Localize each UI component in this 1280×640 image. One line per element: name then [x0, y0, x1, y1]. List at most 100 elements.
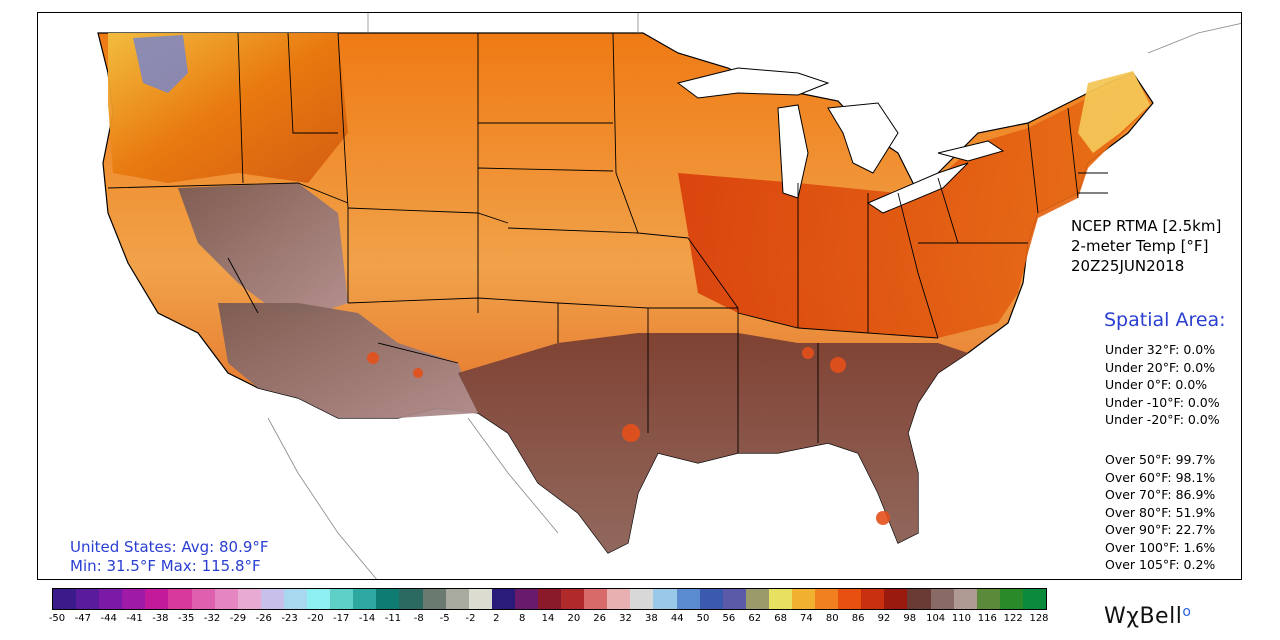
colorbar-tick-label: -23 — [281, 613, 298, 624]
stat-under-20: Under 20°F: 0.0% — [1105, 359, 1216, 375]
colorbar-segment — [792, 589, 816, 609]
colorbar-segment — [99, 589, 123, 609]
colorbar-segment — [260, 589, 284, 609]
colorbar-segment — [722, 589, 746, 609]
colorbar-segment — [168, 589, 192, 609]
state-borders — [107, 32, 1108, 453]
colorbar-tick-label: 92 — [877, 613, 891, 624]
colorbar-tick-label: 104 — [926, 613, 946, 624]
colorbar-tick-label: 32 — [619, 613, 632, 624]
map-canvas — [38, 13, 1241, 579]
colorbar-tick-label: 122 — [1003, 613, 1023, 624]
colorbar-tick-label: 110 — [951, 613, 972, 624]
stat-over-90: Over 90°F: 22.7% — [1105, 522, 1216, 537]
variable-label: 2-meter Temp [°F] — [1071, 237, 1209, 255]
brand-mark-icon: o — [1182, 604, 1192, 620]
region-south — [458, 333, 968, 553]
colorbar-segment — [53, 589, 77, 609]
colorbar-segment — [353, 589, 377, 609]
colorbar-segment — [422, 589, 446, 609]
stat-over-70: Over 70°F: 86.9% — [1105, 487, 1216, 502]
colorbar-segment — [930, 589, 954, 609]
stat-under-minus-20: Under -20°F: 0.0% — [1105, 412, 1220, 427]
colorbar-segment — [653, 589, 677, 609]
region-great-basin — [178, 183, 348, 313]
colorbar-tick-label: -41 — [126, 613, 143, 624]
colorbar-segment — [953, 589, 977, 609]
us-min-max-line: Min: 31.5°F Max: 115.8°F — [70, 557, 261, 575]
colorbar-tick-label: -50 — [48, 613, 66, 624]
colorbar-tick-label: 128 — [1029, 613, 1049, 624]
lake-huron — [827, 102, 899, 174]
colorbar-segment — [330, 589, 354, 609]
colorbar-segment — [399, 589, 423, 609]
colorbar-tick-label: 44 — [670, 613, 684, 624]
colorbar-segment — [491, 589, 515, 609]
colorbar-tick-label: -26 — [255, 613, 272, 624]
colorbar-segment — [745, 589, 769, 609]
region-new-england — [1078, 71, 1150, 153]
colorbar-tick-label: 50 — [696, 613, 710, 624]
colorbar-segment — [838, 589, 862, 609]
colorbar-tick-label: 68 — [774, 613, 787, 624]
colorbar-segment — [907, 589, 931, 609]
colorbar-segment — [1022, 589, 1047, 609]
model-label: NCEP RTMA [2.5km] — [1071, 217, 1222, 235]
colorbar-segment — [884, 589, 908, 609]
colorbar-tick-label: -38 — [152, 613, 169, 624]
temperature-colorbar — [52, 588, 1047, 610]
brand-logo: WχBello — [1104, 604, 1191, 629]
colorbar-tick-label: 86 — [851, 613, 865, 624]
spatial-area-title: Spatial Area: — [1104, 309, 1226, 331]
colorbar-tick-label: 80 — [825, 613, 839, 624]
us-summary-stats: United States: Avg: 80.9°F Min: 31.5°F M… — [70, 538, 269, 576]
colorbar-segment — [514, 589, 538, 609]
colorbar-tick-label: -47 — [74, 613, 91, 624]
colorbar-tick-label: 26 — [593, 613, 607, 624]
us-avg-line: United States: Avg: 80.9°F — [70, 538, 269, 556]
colorbar-tick-label: -17 — [333, 613, 350, 624]
colorbar-tick-label: -5 — [439, 613, 450, 624]
colorbar-segment — [976, 589, 1000, 609]
colorbar-tick-label: 8 — [518, 613, 526, 624]
over-threshold-list: Over 50°F: 99.7% Over 60°F: 98.1% Over 7… — [1105, 451, 1215, 574]
colorbar-segment — [468, 589, 492, 609]
colorbar-tick-label: 62 — [748, 613, 762, 624]
temperature-map — [37, 12, 1242, 580]
lake-erie — [866, 162, 969, 214]
colorbar-segment — [214, 589, 238, 609]
colorbar-tick-label: 38 — [644, 613, 658, 624]
colorbar-segment — [630, 589, 654, 609]
colorbar-tick-label: -20 — [307, 613, 324, 624]
colorbar-segment — [999, 589, 1023, 609]
colorbar-tick-label: -32 — [203, 613, 221, 624]
region-cascades-cool — [133, 35, 188, 93]
colorbar-tick-label: -8 — [413, 613, 424, 624]
lake-superior — [676, 67, 830, 99]
lake-ontario — [937, 140, 1005, 162]
colorbar-tick-label: 56 — [722, 613, 736, 624]
colorbar-tick-label: -11 — [384, 613, 402, 624]
colorbar-tick-labels: -50 -47 -44 -41 -38 -35 -32 -29 -26 -23 -20 -17 -14-… — [44, 613, 1054, 627]
colorbar-segment — [676, 589, 700, 609]
colorbar-segment — [561, 589, 585, 609]
colorbar-segment — [76, 589, 100, 609]
stat-over-50: Over 50°F: 99.7% — [1105, 452, 1216, 467]
colorbar-tick-label: -44 — [100, 613, 117, 624]
stat-over-60: Over 60°F: 98.1% — [1105, 469, 1216, 485]
colorbar-tick-label: -2 — [465, 613, 476, 624]
colorbar-tick-label: 74 — [800, 613, 813, 624]
colorbar-tick-label: 98 — [903, 613, 917, 624]
colorbar-segment — [283, 589, 308, 609]
map-info: NCEP RTMA [2.5km] 2-meter Temp [°F] 20Z2… — [1071, 216, 1221, 276]
colorbar-segment — [699, 589, 723, 609]
colorbar-segment — [861, 589, 885, 609]
colorbar-segment — [307, 589, 331, 609]
colorbar-tick-label: -29 — [229, 613, 247, 624]
colorbar-segment — [191, 589, 215, 609]
international-borders — [267, 13, 1241, 579]
under-threshold-list: Under 32°F: 0.0% Under 20°F: 0.0% Under … — [1105, 341, 1220, 429]
stat-over-80: Over 80°F: 51.9% — [1105, 504, 1216, 520]
colorbar-segment — [815, 589, 839, 609]
colorbar-segment — [376, 589, 400, 609]
